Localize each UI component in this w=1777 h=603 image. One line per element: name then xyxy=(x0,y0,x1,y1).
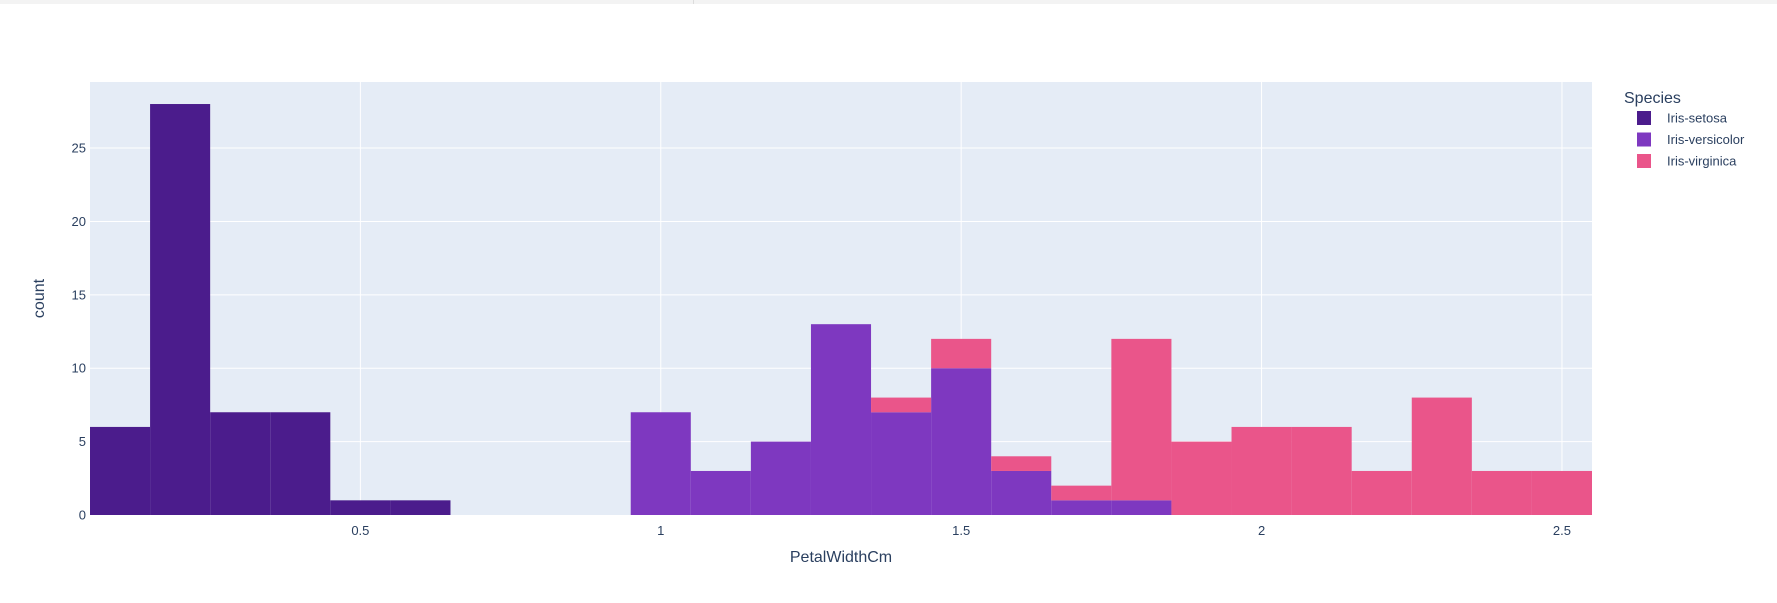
legend-swatch-iris-versicolor[interactable] xyxy=(1637,132,1651,147)
bar-iris-setosa[interactable] xyxy=(210,412,271,515)
bar-iris-virginica[interactable] xyxy=(1051,485,1112,501)
y-tick-label: 25 xyxy=(72,141,86,156)
legend: Species Iris-setosa Iris-versicolor Iris-v… xyxy=(1624,90,1745,169)
x-tick-label: 1.5 xyxy=(952,523,970,538)
x-axis-title: PetalWidthCm xyxy=(790,549,892,566)
y-tick-label: 5 xyxy=(79,434,86,449)
x-tick-label: 2.5 xyxy=(1553,523,1571,538)
legend-title: Species xyxy=(1624,90,1681,107)
bar-iris-setosa[interactable] xyxy=(90,426,151,515)
bar-iris-virginica[interactable] xyxy=(871,397,932,413)
bar-iris-versicolor[interactable] xyxy=(750,441,811,515)
bar-iris-virginica[interactable] xyxy=(1471,470,1532,515)
bar-iris-versicolor[interactable] xyxy=(1051,500,1112,515)
bar-iris-setosa[interactable] xyxy=(270,412,331,515)
y-tick-label: 15 xyxy=(72,287,86,302)
bar-iris-virginica[interactable] xyxy=(1351,470,1412,515)
top-toolbar-strip xyxy=(0,0,1777,4)
bar-iris-virginica[interactable] xyxy=(1171,441,1232,515)
bar-iris-versicolor[interactable] xyxy=(931,368,992,515)
bar-iris-versicolor[interactable] xyxy=(690,470,751,515)
legend-swatch-iris-virginica[interactable] xyxy=(1637,154,1651,168)
x-tick-label: 2 xyxy=(1258,523,1265,538)
legend-label-iris-setosa[interactable]: Iris-setosa xyxy=(1667,111,1728,126)
bars xyxy=(90,104,1592,515)
bar-iris-versicolor[interactable] xyxy=(630,412,691,515)
y-axis-ticks: 0 5 10 15 20 25 xyxy=(72,141,86,523)
x-axis-ticks: 0.5 1 1.5 2 2.5 xyxy=(351,523,1571,538)
toolbar-divider xyxy=(693,0,694,4)
bar-iris-versicolor[interactable] xyxy=(810,324,872,515)
bar-iris-versicolor[interactable] xyxy=(1111,500,1172,515)
x-tick-label: 0.5 xyxy=(351,523,369,538)
bar-iris-versicolor[interactable] xyxy=(991,470,1052,515)
y-tick-label: 0 xyxy=(79,508,86,523)
bar-iris-virginica[interactable] xyxy=(1291,426,1352,515)
bar-iris-virginica[interactable] xyxy=(1531,470,1592,515)
bar-iris-setosa[interactable] xyxy=(390,500,451,515)
bar-iris-setosa[interactable] xyxy=(330,500,391,515)
legend-label-iris-virginica[interactable]: Iris-virginica xyxy=(1667,154,1737,169)
bar-iris-virginica[interactable] xyxy=(1411,397,1472,515)
legend-label-iris-versicolor[interactable]: Iris-versicolor xyxy=(1667,132,1745,147)
bar-iris-virginica[interactable] xyxy=(1111,338,1172,501)
bar-iris-virginica[interactable] xyxy=(991,456,1052,471)
bar-iris-virginica[interactable] xyxy=(1231,426,1292,515)
bar-iris-versicolor[interactable] xyxy=(871,412,932,515)
y-tick-label: 10 xyxy=(72,361,86,376)
bar-iris-virginica[interactable] xyxy=(931,338,992,369)
y-tick-label: 20 xyxy=(72,214,86,229)
x-tick-label: 1 xyxy=(657,523,664,538)
y-axis-title: count xyxy=(31,278,48,318)
bar-iris-setosa[interactable] xyxy=(150,104,211,515)
legend-swatch-iris-setosa[interactable] xyxy=(1637,111,1651,125)
